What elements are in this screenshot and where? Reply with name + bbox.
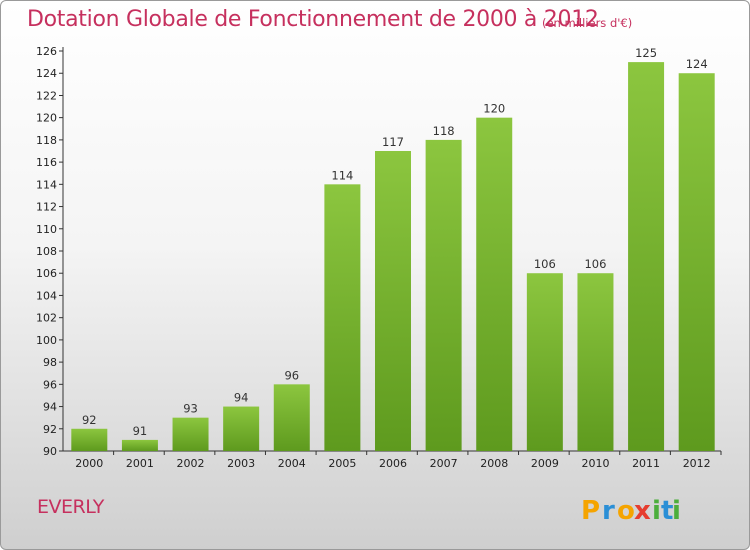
y-tick-label: 110 (36, 223, 57, 236)
x-tick-label-2005: 2005 (328, 457, 356, 470)
value-label-2011: 125 (635, 46, 657, 60)
y-tick-label: 106 (36, 267, 57, 280)
value-label-2009: 106 (534, 257, 556, 271)
bar-2005 (324, 184, 361, 452)
logo-letter: i (672, 496, 681, 526)
x-tick-label-2004: 2004 (278, 457, 306, 470)
bar-2000 (71, 428, 108, 451)
x-tick-label-2009: 2009 (531, 457, 559, 470)
logo-letter: x (634, 496, 651, 526)
bar-2006 (375, 151, 411, 451)
y-tick-label: 92 (43, 423, 57, 436)
value-label-2002: 93 (183, 402, 198, 416)
x-tick-label-2003: 2003 (227, 457, 255, 470)
y-tick-label: 126 (36, 45, 57, 58)
logo-letter: r (602, 496, 615, 526)
y-tick-label: 96 (43, 378, 57, 391)
y-tick-label: 90 (43, 445, 57, 458)
bar-2004 (273, 384, 310, 451)
x-tick-label-2007: 2007 (430, 457, 458, 470)
y-tick-label: 122 (36, 89, 57, 102)
bar-2002 (172, 417, 209, 451)
y-tick-label: 116 (36, 156, 57, 169)
y-tick-label: 98 (43, 356, 57, 369)
logo-letter: o (617, 496, 635, 526)
y-tick-label: 100 (36, 334, 57, 347)
y-tick-label: 114 (36, 178, 57, 191)
bar-2008 (476, 117, 513, 452)
y-tick-label: 118 (36, 134, 57, 147)
value-label-2000: 92 (82, 413, 97, 427)
bar-2001 (121, 439, 158, 451)
value-label-2007: 118 (433, 124, 455, 138)
y-tick-label: 104 (36, 289, 57, 302)
x-tick-label-2011: 2011 (632, 457, 660, 470)
bar-2011 (628, 62, 665, 451)
bar-2003 (223, 406, 260, 451)
value-label-2004: 96 (284, 368, 299, 382)
logo-letter: t (661, 496, 673, 526)
y-tick-label: 102 (36, 312, 57, 325)
bar-2007 (425, 139, 462, 451)
commune-name: EVERLY (37, 496, 104, 518)
y-tick-label: 120 (36, 112, 57, 125)
y-tick-label: 108 (36, 245, 57, 258)
value-label-2008: 120 (483, 102, 505, 116)
bar-2012 (678, 73, 715, 451)
bar-2009 (526, 273, 563, 451)
x-tick-label-2001: 2001 (126, 457, 154, 470)
logo-letter: P (581, 496, 600, 526)
logo-letter: i (652, 496, 661, 526)
bar-2010 (577, 273, 614, 451)
chart-title: Dotation Globale de Fonctionnement de 20… (27, 7, 599, 32)
x-tick-label-2012: 2012 (683, 457, 711, 470)
value-label-2005: 114 (331, 168, 353, 182)
value-label-2012: 124 (686, 57, 708, 71)
x-tick-label-2006: 2006 (379, 457, 407, 470)
y-tick-label: 94 (43, 401, 57, 414)
value-label-2003: 94 (234, 391, 249, 405)
value-label-2010: 106 (584, 257, 606, 271)
y-tick-label: 124 (36, 67, 57, 80)
y-tick-label: 112 (36, 201, 57, 214)
value-label-2001: 91 (133, 424, 148, 438)
x-tick-label-2002: 2002 (177, 457, 205, 470)
x-tick-label-2008: 2008 (480, 457, 508, 470)
value-label-2006: 117 (382, 135, 404, 149)
x-tick-label-2010: 2010 (581, 457, 609, 470)
x-tick-label-2000: 2000 (75, 457, 103, 470)
chart-subtitle: (en milliers d'€) (542, 16, 633, 30)
